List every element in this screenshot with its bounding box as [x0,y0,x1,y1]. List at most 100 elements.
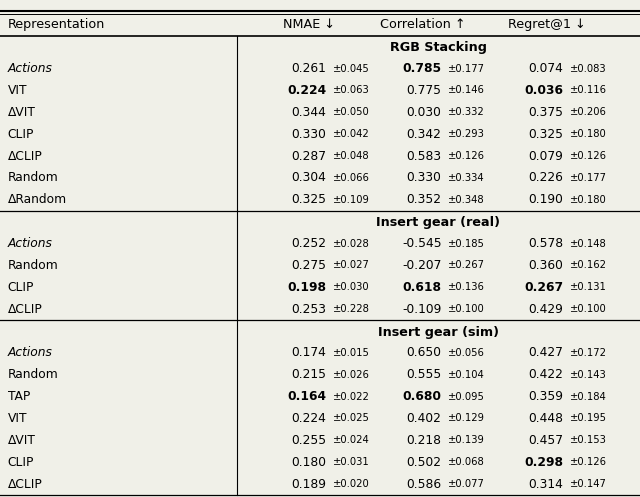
Text: TAP: TAP [8,390,30,403]
Text: 0.036: 0.036 [524,84,563,97]
Text: 0.325: 0.325 [291,193,326,206]
Text: ±0.147: ±0.147 [570,479,607,489]
Text: ±0.015: ±0.015 [333,348,370,358]
Text: 0.578: 0.578 [528,237,563,250]
Text: ±0.126: ±0.126 [570,151,607,161]
Text: 0.298: 0.298 [524,456,563,469]
Text: ±0.068: ±0.068 [448,457,484,467]
Text: ±0.025: ±0.025 [333,414,370,423]
Text: ±0.348: ±0.348 [448,195,484,205]
Text: Actions: Actions [8,237,52,250]
Text: ±0.022: ±0.022 [333,392,370,402]
Text: 0.253: 0.253 [291,303,326,316]
Text: ±0.056: ±0.056 [448,348,485,358]
Text: 0.775: 0.775 [406,84,442,97]
Text: 0.650: 0.650 [406,346,442,359]
Text: 0.427: 0.427 [529,346,563,359]
Text: 0.030: 0.030 [407,106,442,119]
Text: 0.224: 0.224 [292,412,326,425]
Text: 0.261: 0.261 [292,62,326,75]
Text: ±0.031: ±0.031 [333,457,369,467]
Text: Insert gear (sim): Insert gear (sim) [378,326,499,338]
Text: ±0.126: ±0.126 [570,457,607,467]
Text: ±0.153: ±0.153 [570,435,607,445]
Text: ±0.332: ±0.332 [448,107,484,117]
Text: ±0.146: ±0.146 [448,85,485,95]
Text: 0.287: 0.287 [291,150,326,163]
Text: 0.304: 0.304 [292,171,326,184]
Text: ±0.162: ±0.162 [570,260,607,270]
Text: ±0.184: ±0.184 [570,392,606,402]
Text: 0.618: 0.618 [403,281,442,294]
Text: 0.330: 0.330 [292,128,326,141]
Text: ΔVIT: ΔVIT [8,106,36,119]
Text: ±0.042: ±0.042 [333,129,369,139]
Text: 0.180: 0.180 [291,456,326,469]
Text: 0.330: 0.330 [407,171,442,184]
Text: ΔCLIP: ΔCLIP [8,478,42,491]
Text: ±0.066: ±0.066 [333,173,370,183]
Text: 0.190: 0.190 [529,193,563,206]
Text: 0.402: 0.402 [407,412,442,425]
Text: 0.555: 0.555 [406,368,442,381]
Text: 0.224: 0.224 [287,84,326,97]
Text: Actions: Actions [8,62,52,75]
Text: 0.502: 0.502 [406,456,442,469]
Text: 0.448: 0.448 [528,412,563,425]
Text: -0.545: -0.545 [402,237,442,250]
Text: ±0.180: ±0.180 [570,195,606,205]
Text: Insert gear (real): Insert gear (real) [376,216,500,229]
Text: VIT: VIT [8,84,27,97]
Text: ±0.027: ±0.027 [333,260,370,270]
Text: ±0.177: ±0.177 [448,64,485,74]
Text: ±0.095: ±0.095 [448,392,485,402]
Text: ±0.293: ±0.293 [448,129,485,139]
Text: ±0.206: ±0.206 [570,107,607,117]
Text: 0.422: 0.422 [529,368,563,381]
Text: ±0.228: ±0.228 [333,304,370,314]
Text: 0.226: 0.226 [529,171,563,184]
Text: CLIP: CLIP [8,281,34,294]
Text: 0.255: 0.255 [291,434,326,447]
Text: ±0.334: ±0.334 [448,173,484,183]
Text: -0.207: -0.207 [402,259,442,272]
Text: 0.079: 0.079 [529,150,563,163]
Text: 0.174: 0.174 [292,346,326,359]
Text: ΔCLIP: ΔCLIP [8,303,42,316]
Text: 0.314: 0.314 [529,478,563,491]
Text: Random: Random [8,259,58,272]
Text: Actions: Actions [8,346,52,359]
Text: 0.359: 0.359 [528,390,563,403]
Text: ΔRandom: ΔRandom [8,193,67,206]
Text: ±0.177: ±0.177 [570,173,607,183]
Text: ±0.083: ±0.083 [570,64,606,74]
Text: ±0.195: ±0.195 [570,414,607,423]
Text: ±0.143: ±0.143 [570,370,606,380]
Text: 0.586: 0.586 [406,478,442,491]
Text: ±0.028: ±0.028 [333,239,369,248]
Text: CLIP: CLIP [8,456,34,469]
Text: Random: Random [8,368,58,381]
Text: ±0.100: ±0.100 [448,304,484,314]
Text: 0.215: 0.215 [291,368,326,381]
Text: ±0.129: ±0.129 [448,414,485,423]
Text: ±0.020: ±0.020 [333,479,369,489]
Text: 0.189: 0.189 [291,478,326,491]
Text: ±0.116: ±0.116 [570,85,607,95]
Text: ±0.109: ±0.109 [333,195,370,205]
Text: Random: Random [8,171,58,184]
Text: ±0.026: ±0.026 [333,370,370,380]
Text: 0.429: 0.429 [529,303,563,316]
Text: ±0.077: ±0.077 [448,479,485,489]
Text: 0.164: 0.164 [287,390,326,403]
Text: 0.074: 0.074 [529,62,563,75]
Text: 0.360: 0.360 [529,259,563,272]
Text: ±0.136: ±0.136 [448,282,485,292]
Text: ±0.100: ±0.100 [570,304,606,314]
Text: Representation: Representation [8,18,105,31]
Text: 0.680: 0.680 [403,390,442,403]
Text: ±0.104: ±0.104 [448,370,484,380]
Text: 0.275: 0.275 [291,259,326,272]
Text: 0.252: 0.252 [291,237,326,250]
Text: 0.457: 0.457 [528,434,563,447]
